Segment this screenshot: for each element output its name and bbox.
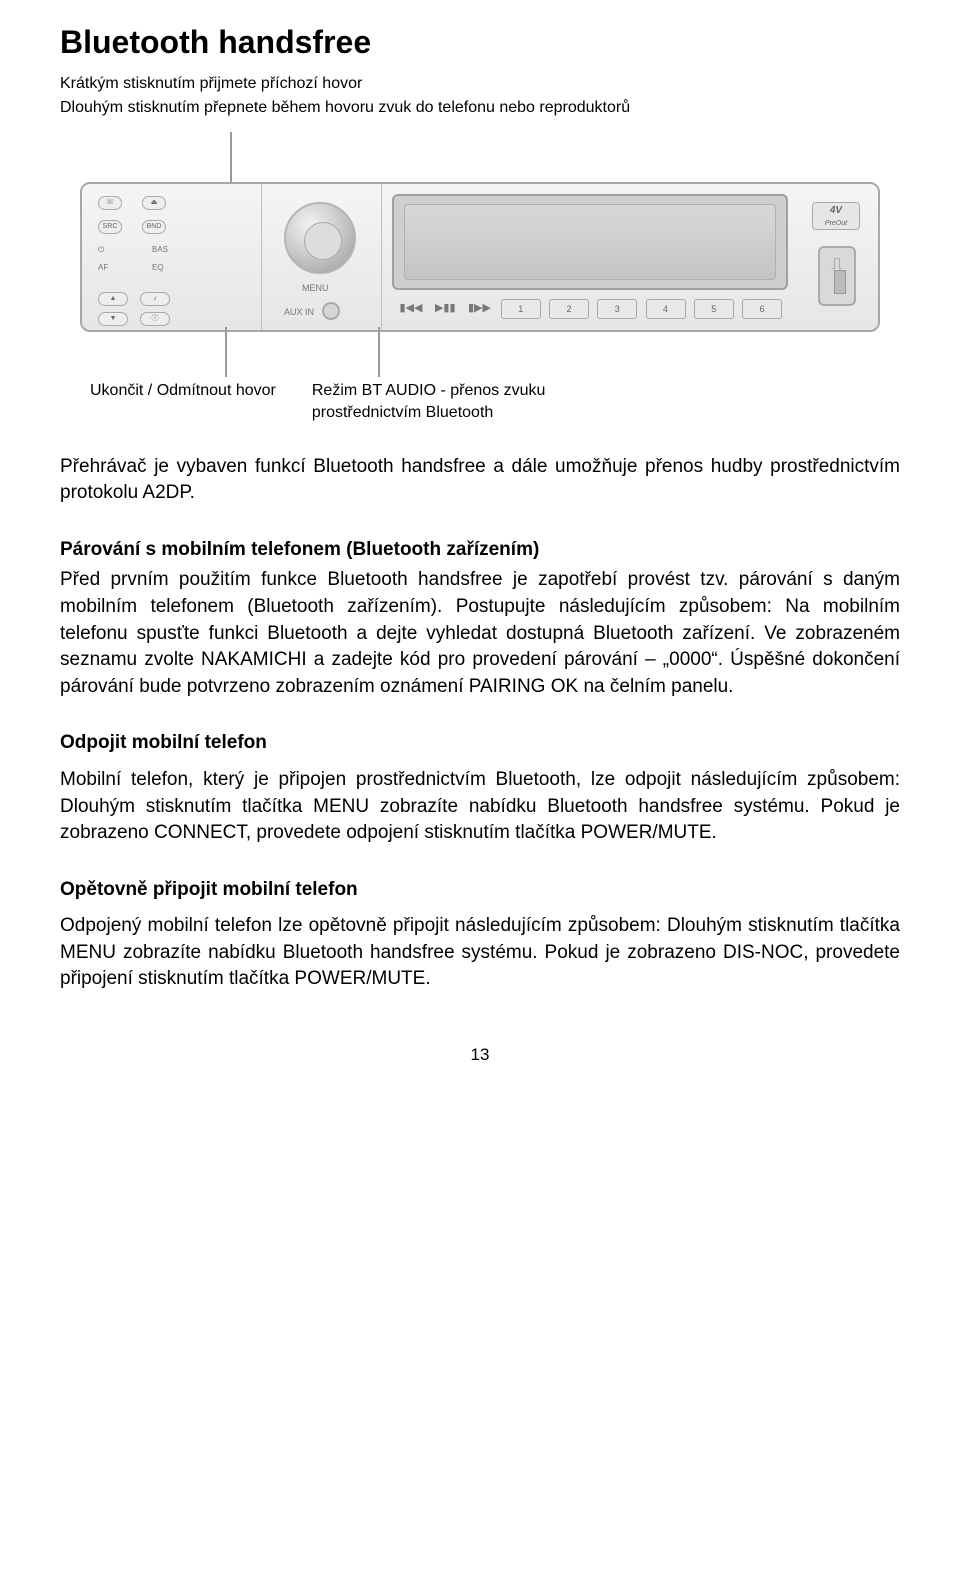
page-number: 13	[60, 1043, 900, 1067]
subtitle-line-2: Dlouhým stisknutím přepnete během hovoru…	[60, 97, 900, 119]
device-right-panel: 4V PreOut	[798, 184, 878, 330]
callout-end-reject: Ukončit / Odmítnout hovor	[90, 380, 276, 425]
bnd-button: BND	[142, 220, 166, 234]
preset-6: 6	[742, 299, 782, 319]
car-stereo-device: ☏ ⏏ SRC BND ⏻ BAS AF EQ ▲ ♪ ▼ ⓘ MENU AUX…	[80, 182, 880, 332]
bas-icon: BAS	[152, 244, 168, 255]
page-title: Bluetooth handsfree	[60, 20, 900, 65]
av-badge-top: 4V	[830, 205, 842, 216]
lcd-inner	[404, 204, 776, 280]
down-button: ▼	[98, 312, 128, 326]
lcd-screen	[392, 194, 788, 290]
aux-label: AUX IN	[284, 306, 314, 319]
next-icon: ▮▶▶	[467, 301, 493, 316]
preset-1: 1	[501, 299, 541, 319]
section-pairing-title: Párování s mobilním telefonem (Bluetooth…	[60, 537, 900, 564]
menu-label: MENU	[302, 282, 329, 295]
av-badge: 4V PreOut	[812, 202, 860, 230]
eq-icon: EQ	[152, 262, 164, 273]
src-button: SRC	[98, 220, 122, 234]
callout-line-bottom-right	[378, 327, 380, 377]
preset-row: ▮◀◀ ▶▮▮ ▮▶▶ 1 2 3 4 5 6	[392, 294, 788, 324]
sound-button: ♪	[140, 292, 170, 306]
device-screen-area: ▮◀◀ ▶▮▮ ▮▶▶ 1 2 3 4 5 6	[382, 184, 798, 330]
play-pause-icon: ▶▮▮	[432, 301, 458, 316]
preset-5: 5	[694, 299, 734, 319]
eject-button: ⏏	[142, 196, 166, 210]
callout-bt-audio: Režim BT AUDIO - přenos zvuku prostředni…	[312, 380, 652, 425]
prev-icon: ▮◀◀	[398, 301, 424, 316]
info-button: ⓘ	[140, 312, 170, 326]
subtitle-line-1: Krátkým stisknutím přijmete příchozí hov…	[60, 73, 900, 95]
callout-line-bottom-left	[225, 327, 227, 377]
preset-2: 2	[549, 299, 589, 319]
device-mid-panel: MENU AUX IN	[262, 184, 382, 330]
section-reconnect-title: Opětovně připojit mobilní telefon	[60, 877, 900, 904]
disconnect-paragraph: Mobilní telefon, který je připojen prost…	[60, 767, 900, 847]
av-badge-sub: PreOut	[825, 220, 847, 227]
volume-knob	[284, 202, 356, 274]
phone-button: ☏	[98, 196, 122, 210]
device-diagram: ☏ ⏏ SRC BND ⏻ BAS AF EQ ▲ ♪ ▼ ⓘ MENU AUX…	[60, 132, 900, 432]
up-button: ▲	[98, 292, 128, 306]
device-left-panel: ☏ ⏏ SRC BND ⏻ BAS AF EQ ▲ ♪ ▼ ⓘ	[82, 184, 262, 330]
callout-line-top	[230, 132, 232, 184]
pairing-paragraph: Před prvním použitím funkce Bluetooth ha…	[60, 567, 900, 700]
reconnect-paragraph: Odpojený mobilní telefon lze opětovně př…	[60, 913, 900, 993]
preset-4: 4	[646, 299, 686, 319]
section-disconnect-title: Odpojit mobilní telefon	[60, 730, 900, 757]
intro-paragraph: Přehrávač je vybaven funkcí Bluetooth ha…	[60, 454, 900, 507]
af-icon: AF	[98, 262, 108, 273]
preset-3: 3	[597, 299, 637, 319]
usb-slot	[818, 246, 856, 306]
aux-port	[322, 302, 340, 320]
bottom-callout-labels: Ukončit / Odmítnout hovor Režim BT AUDIO…	[60, 380, 900, 425]
power-icon: ⏻	[98, 244, 104, 255]
